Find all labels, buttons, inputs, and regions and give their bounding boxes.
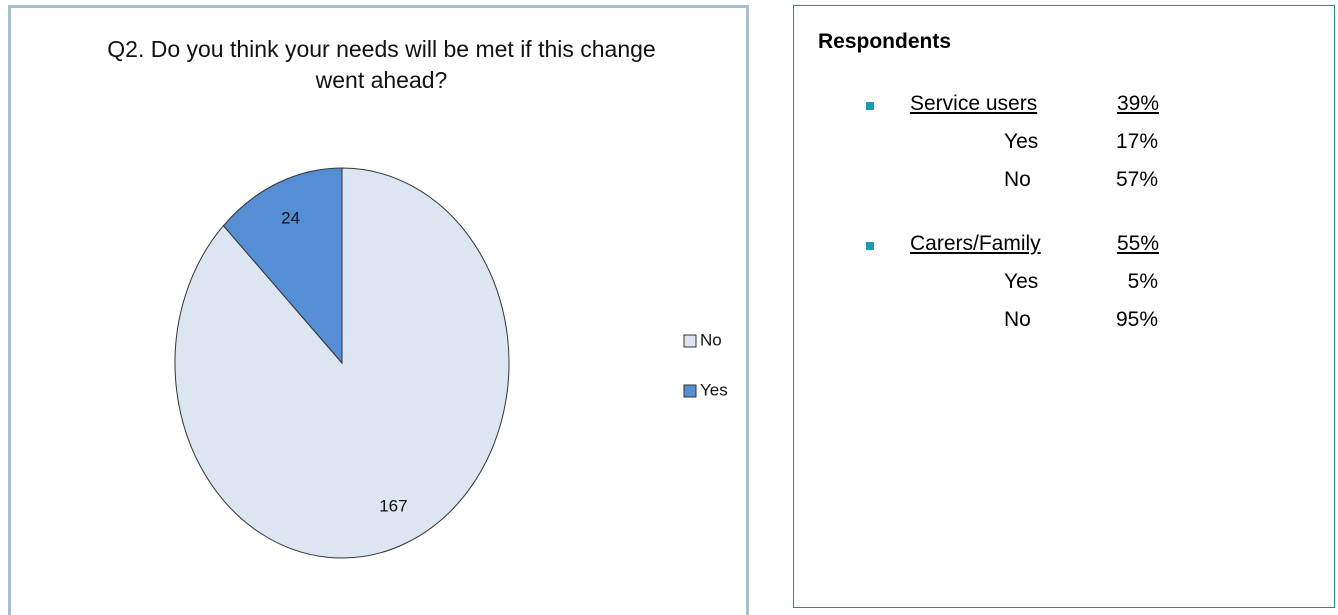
group-total: 55%	[1116, 232, 1159, 255]
row-label: No	[1004, 308, 1031, 331]
group-label: Service users	[910, 92, 1038, 115]
group-label: Carers/Family	[910, 232, 1041, 255]
row-value: 17%	[1115, 130, 1158, 153]
row-value: 5%	[1127, 270, 1158, 293]
data-label: 24	[281, 208, 300, 227]
legend-swatch	[683, 384, 697, 398]
group-line: Service users 39%	[910, 92, 1159, 116]
respondents-panel: Respondents Service users 39% Yes 17% No 57% C…	[793, 5, 1335, 608]
legend-label: Yes	[700, 380, 728, 399]
panel-heading: Respondents	[818, 30, 952, 53]
legend-label: No	[700, 330, 722, 349]
bullet	[866, 102, 874, 110]
chart-frame: Q2. Do you think your needs will be met …	[8, 5, 749, 615]
row-value: 57%	[1115, 168, 1158, 191]
group-line: Carers/Family 55%	[910, 232, 1159, 256]
row-value: 95%	[1115, 308, 1158, 331]
chart-title: Q2. Do you think your needs will be met …	[107, 36, 656, 93]
chart-title-box: Q2. Do you think your needs will be met …	[11, 34, 752, 96]
bullet	[866, 242, 874, 250]
row-label: No	[1004, 168, 1031, 191]
data-label: 167	[379, 496, 407, 515]
legend-swatch	[683, 334, 697, 348]
pie-slice	[222, 167, 343, 365]
group-total: 39%	[1116, 92, 1159, 115]
row-label: Yes	[1004, 130, 1039, 153]
row-label: Yes	[1004, 270, 1039, 293]
chart: 167 24 No Yes	[174, 167, 728, 559]
